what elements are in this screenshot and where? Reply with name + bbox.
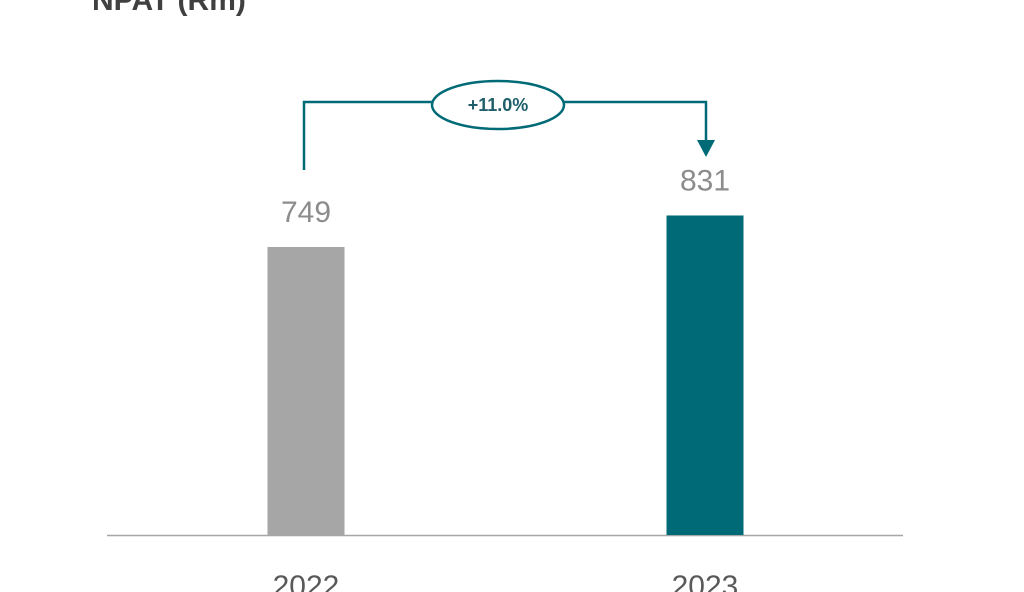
x-tick-label: 2023 bbox=[672, 570, 739, 592]
x-tick-label: 2022 bbox=[273, 570, 340, 592]
growth-annotation: +11.0% bbox=[302, 79, 715, 170]
value-label: 749 bbox=[281, 196, 331, 229]
bar bbox=[267, 247, 345, 535]
chart-title: NPAT (Rm) bbox=[92, 0, 246, 17]
value-label: 831 bbox=[680, 164, 730, 197]
bar bbox=[666, 215, 744, 535]
arrow-head bbox=[697, 140, 715, 157]
annotation-label: +11.0% bbox=[468, 95, 529, 115]
annotation-ellipse bbox=[430, 79, 566, 131]
